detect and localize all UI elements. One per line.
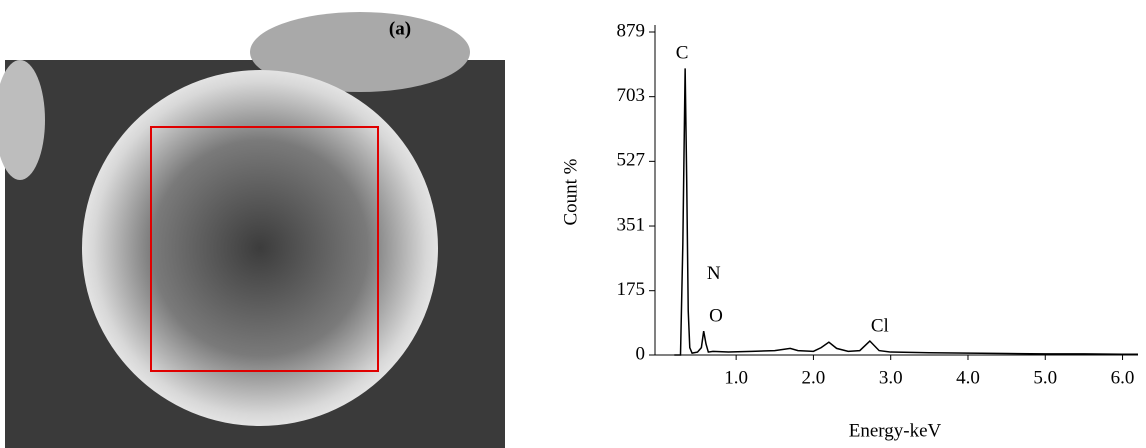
x-tick-label: 3.0 bbox=[879, 367, 903, 388]
x-tick-label: 6.0 bbox=[1111, 367, 1135, 388]
y-tick-label: 351 bbox=[617, 214, 646, 235]
x-tick-label: 1.0 bbox=[724, 367, 748, 388]
x-tick-label: 2.0 bbox=[802, 367, 826, 388]
x-tick-label: 4.0 bbox=[956, 367, 980, 388]
peak-label: Cl bbox=[871, 315, 889, 336]
peak-label: C bbox=[676, 43, 689, 64]
y-tick-label: 879 bbox=[617, 20, 646, 41]
y-tick-label: 175 bbox=[617, 279, 646, 300]
x-tick-label: 5.0 bbox=[1033, 367, 1057, 388]
y-axis-title: Count % bbox=[560, 158, 581, 225]
y-tick-label: 527 bbox=[617, 150, 646, 171]
sem-image bbox=[0, 12, 505, 448]
panel-label: (a) bbox=[389, 18, 411, 39]
x-axis-title: Energy-keV bbox=[849, 420, 942, 441]
spectrum-line bbox=[674, 68, 1138, 356]
peak-label: N bbox=[707, 263, 721, 284]
peak-anchor bbox=[703, 288, 704, 289]
y-tick-label: 703 bbox=[617, 85, 646, 106]
peak-anchor bbox=[706, 331, 707, 332]
peak-label: O bbox=[709, 305, 723, 326]
y-tick-label: 0 bbox=[636, 343, 646, 364]
